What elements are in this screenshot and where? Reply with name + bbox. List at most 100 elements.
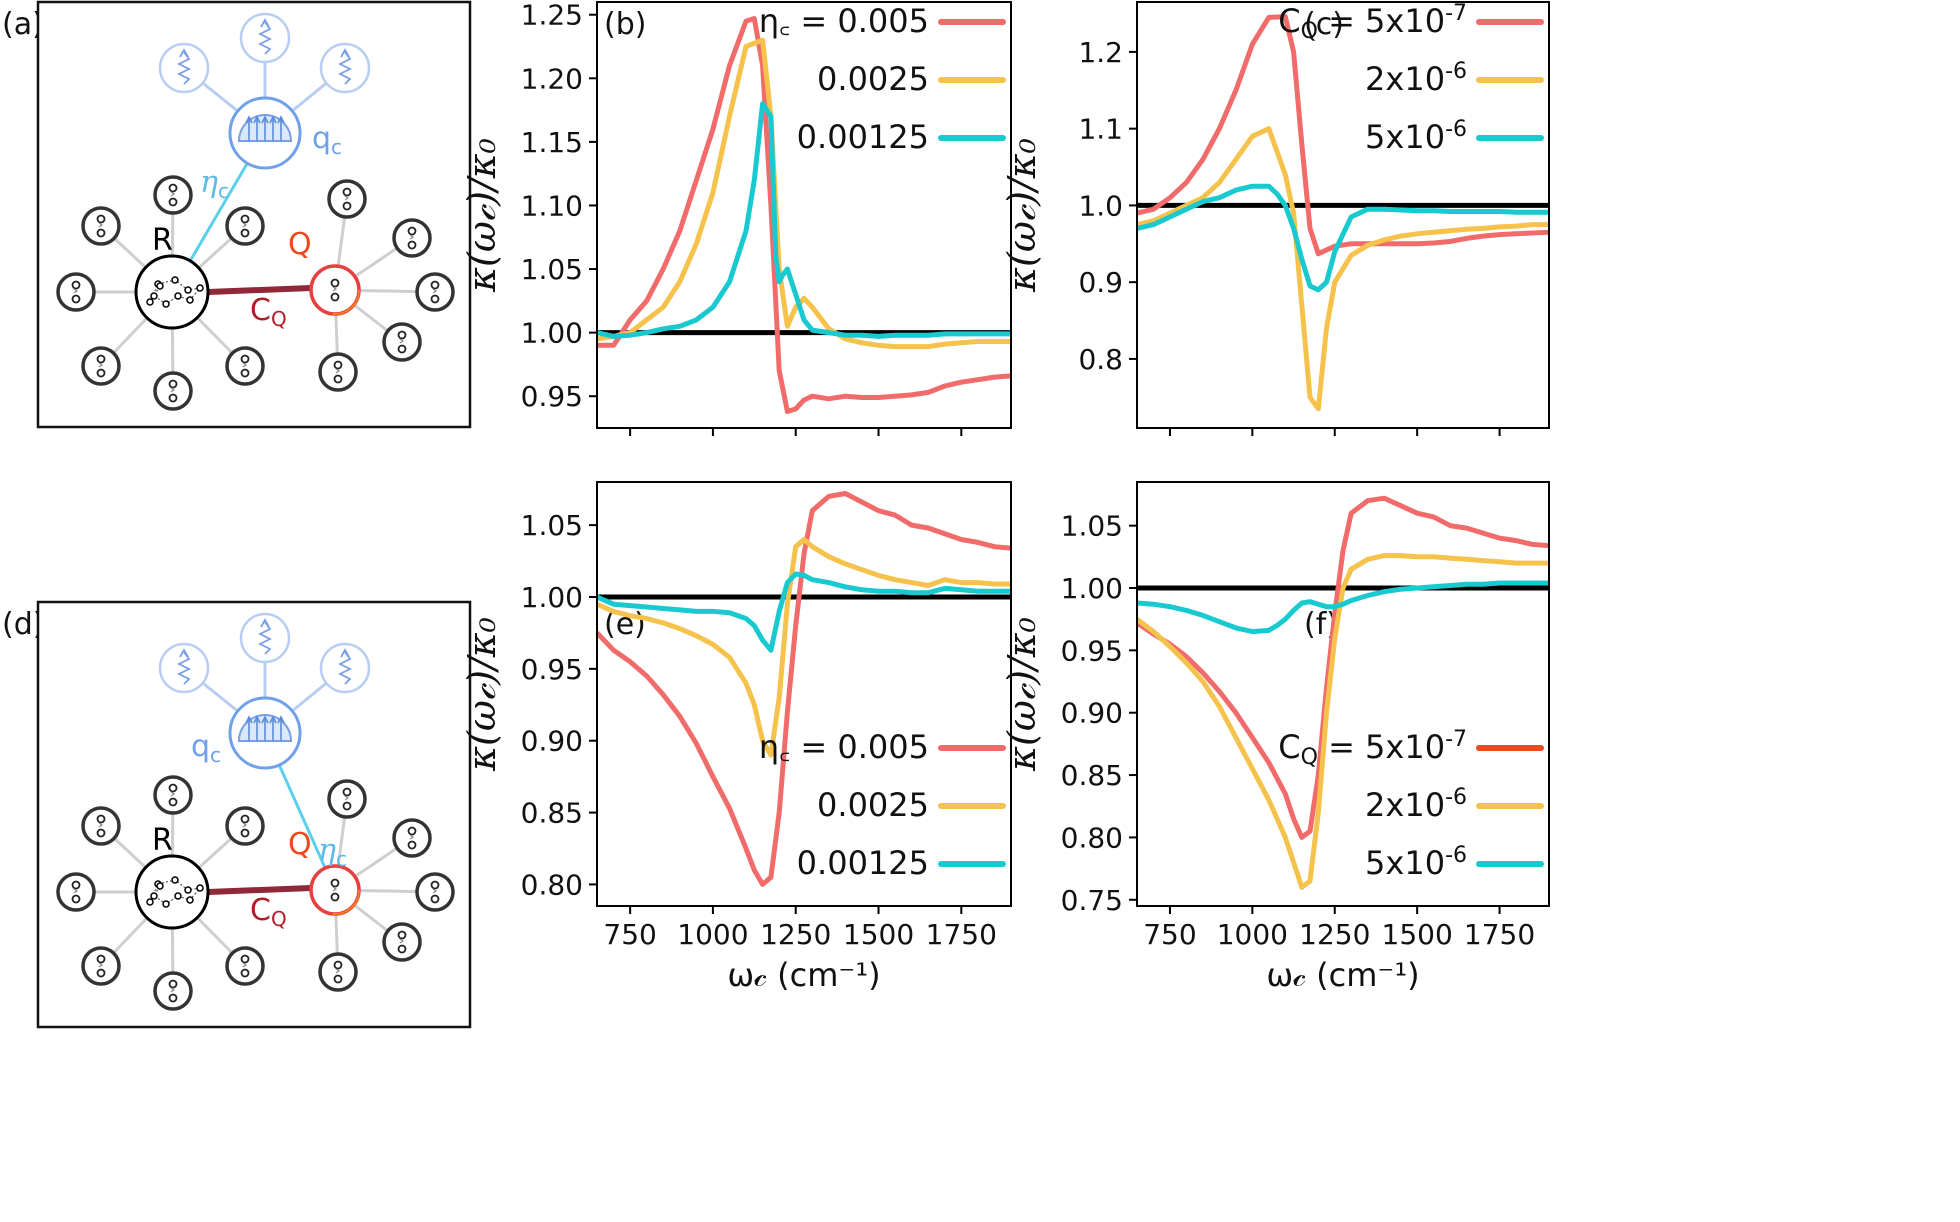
legend-label-0: η꜀ = 0.005 bbox=[759, 728, 929, 766]
y-tick-label: 0.80 bbox=[521, 868, 583, 901]
label-CQ: CQ bbox=[250, 893, 287, 931]
molecule-q-4 bbox=[318, 352, 358, 392]
legend-label-1: 0.0025 bbox=[817, 786, 929, 824]
y-tick-label: 0.95 bbox=[521, 380, 583, 413]
molecule-q-2 bbox=[415, 272, 455, 312]
photon-mode-0 bbox=[158, 42, 210, 94]
molecule-q-4 bbox=[318, 952, 358, 992]
series-line-1 bbox=[597, 37, 1011, 350]
reactive-molecule-R bbox=[134, 854, 210, 930]
legend-label-0: CQ = 5x10-7 bbox=[1278, 1, 1467, 44]
y-tick-label: 1.15 bbox=[521, 126, 583, 159]
series-line-2 bbox=[1137, 580, 1549, 635]
molecule-q-3 bbox=[382, 922, 422, 962]
molecule-q-0 bbox=[327, 179, 367, 219]
eta-coupling-line bbox=[277, 764, 327, 869]
molecule-r-4 bbox=[153, 971, 193, 1011]
y-tick-label: 1.05 bbox=[1061, 510, 1123, 543]
molecule-r-2 bbox=[56, 872, 96, 912]
label-R: R bbox=[152, 223, 173, 258]
y-tick-label: 0.75 bbox=[1061, 884, 1123, 917]
molecule-r-1 bbox=[81, 206, 121, 246]
molecule-r-5 bbox=[225, 346, 265, 386]
chart-panel-f: 750 1000 1250 1500 1750 0.75 0.80 0.85 0.90 0.95 1… bbox=[1000, 481, 1550, 994]
x-tick-label: 1750 bbox=[926, 918, 997, 951]
x-tick-label: 1000 bbox=[1217, 918, 1288, 951]
x-axis-label: ω𝒸 (cm⁻¹) bbox=[1266, 956, 1419, 994]
x-tick-label: 1250 bbox=[760, 918, 831, 951]
y-tick-label: 1.10 bbox=[521, 189, 583, 222]
y-tick-label: 0.8 bbox=[1078, 343, 1123, 376]
legend-label-2: 5x10-6 bbox=[1365, 843, 1467, 882]
legend-label-1: 2x10-6 bbox=[1365, 59, 1467, 98]
photon-mode-0 bbox=[158, 642, 210, 694]
series-line-1 bbox=[1137, 553, 1549, 890]
y-axis-label: κ(ω𝒸)/κ₀ bbox=[1000, 138, 1044, 293]
chart-panel-b: 0.95 1.00 1.05 1.10 1.15 1.20 1.25 κ(ω𝒸)/κ₀ η꜀ =… bbox=[460, 0, 1012, 436]
x-tick-label: 750 bbox=[603, 918, 656, 951]
series-line-0 bbox=[597, 16, 1011, 414]
x-tick-label: 750 bbox=[1143, 918, 1196, 951]
cavity-mode-qc bbox=[228, 96, 302, 170]
molecule-q-0 bbox=[327, 779, 367, 819]
legend-label-0: CQ = 5x10-7 bbox=[1278, 727, 1467, 770]
x-tick-label: 1250 bbox=[1299, 918, 1370, 951]
legend-label-2: 0.00125 bbox=[797, 118, 929, 156]
y-tick-label: 0.90 bbox=[1061, 697, 1123, 730]
y-axis-label: κ(ω𝒸)/κ₀ bbox=[460, 138, 504, 293]
molecule-r-1 bbox=[81, 806, 121, 846]
chart-panel-c: 0.8 0.9 1.0 1.1 1.2 κ(ω𝒸)/κ₀ CQ = 5x10-7 2x10-6… bbox=[1000, 1, 1550, 436]
series-line-0 bbox=[1137, 14, 1549, 257]
molecule-r-3 bbox=[81, 946, 121, 986]
y-tick-label: 1.25 bbox=[521, 0, 583, 32]
legend-label-1: 0.0025 bbox=[817, 60, 929, 98]
molecule-r-2 bbox=[56, 272, 96, 312]
y-tick-label: 0.95 bbox=[521, 653, 583, 686]
panel-label-b: (b) bbox=[604, 7, 646, 42]
y-tick-label: 1.05 bbox=[521, 253, 583, 286]
y-tick-label: 1.05 bbox=[521, 509, 583, 542]
cq-coupling-bond bbox=[207, 885, 312, 895]
molecule-r-6 bbox=[225, 206, 265, 246]
molecule-r-3 bbox=[81, 346, 121, 386]
molecule-r-4 bbox=[153, 371, 193, 411]
legend-label-2: 5x10-6 bbox=[1365, 117, 1467, 156]
molecule-q-1 bbox=[392, 818, 432, 858]
molecule-q-3 bbox=[382, 322, 422, 362]
photon-mode-1 bbox=[239, 12, 291, 64]
legend-label-2: 0.00125 bbox=[797, 844, 929, 882]
cavity-mode-qc bbox=[228, 696, 302, 770]
x-tick-label: 1500 bbox=[843, 918, 914, 951]
label-eta: ηc bbox=[318, 833, 347, 871]
cq-coupling-bond bbox=[207, 285, 312, 295]
plot-frame bbox=[1136, 1, 1550, 429]
panel-label-c: (c) bbox=[1304, 7, 1344, 42]
y-tick-label: 1.00 bbox=[521, 317, 583, 350]
plot-frame bbox=[1136, 481, 1550, 907]
network-diagram-d: R QCQ qc ηc bbox=[36, 600, 472, 1029]
y-axis-label: κ(ω𝒸)/κ₀ bbox=[460, 617, 504, 772]
series-line-1 bbox=[1137, 126, 1549, 412]
y-tick-label: 0.85 bbox=[521, 797, 583, 830]
y-tick-label: 1.0 bbox=[1078, 189, 1123, 222]
molecule-r-0 bbox=[153, 175, 193, 215]
series-line-2 bbox=[597, 571, 1011, 653]
plot-frame bbox=[596, 481, 1012, 907]
y-tick-label: 1.2 bbox=[1078, 36, 1123, 69]
reactive-molecule-R bbox=[134, 254, 210, 330]
y-tick-label: 1.00 bbox=[1061, 572, 1123, 605]
plot-frame bbox=[596, 1, 1012, 429]
label-Q: Q bbox=[288, 227, 312, 262]
molecule-r-0 bbox=[153, 775, 193, 815]
x-tick-label: 1500 bbox=[1382, 918, 1453, 951]
photon-mode-1 bbox=[239, 612, 291, 664]
x-axis-label: ω𝒸 (cm⁻¹) bbox=[727, 956, 880, 994]
y-tick-label: 0.9 bbox=[1078, 266, 1123, 299]
label-R: R bbox=[152, 823, 173, 858]
network-diagram-a: R QCQ qc ηc bbox=[36, 0, 472, 429]
x-tick-label: 1000 bbox=[677, 918, 748, 951]
photon-mode-2 bbox=[319, 642, 371, 694]
y-tick-label: 1.20 bbox=[521, 62, 583, 95]
eta-coupling-line bbox=[188, 162, 249, 262]
